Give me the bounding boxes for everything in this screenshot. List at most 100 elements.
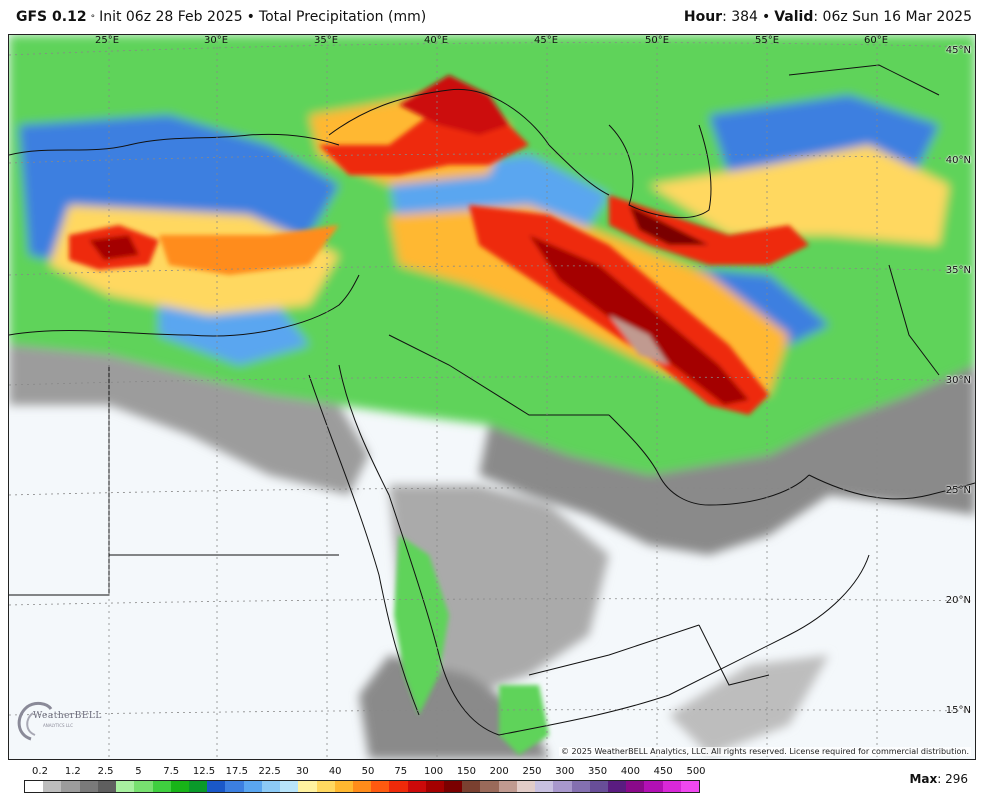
coast-caspian: [608, 124, 712, 219]
lon-label-50e: 50°E: [645, 35, 670, 46]
coast-caspian-w: [548, 144, 610, 196]
header-separator: •: [246, 9, 255, 25]
coast-makran: [808, 474, 975, 500]
legend-swatch: [553, 781, 572, 792]
max-value-box: Max: 296: [909, 772, 968, 786]
legend-tick-label: 7.5: [163, 766, 180, 777]
legend-swatch: [535, 781, 554, 792]
lon-label-30e: 30°E: [204, 35, 229, 46]
border-saudi-north: [388, 334, 609, 416]
lat-label-25n: 25°N: [945, 485, 971, 496]
legend-tick-label: 100: [424, 766, 444, 777]
lon-label-40e: 40°E: [424, 35, 449, 46]
legend-swatch: [225, 781, 244, 792]
legend-swatch: [261, 781, 281, 792]
precip-heavy: [69, 75, 809, 755]
border-saudi-yemen: [528, 624, 700, 676]
legend-tick-label: 22.5: [258, 766, 281, 777]
legend-swatch: [170, 781, 189, 792]
border-kazakh: [788, 64, 940, 96]
coast-persian-gulf: [608, 414, 810, 506]
legend-swatch: [389, 781, 408, 792]
legend-swatch: [61, 781, 80, 792]
lat-label-20n: 20°N: [945, 595, 971, 606]
legend-tick-label: 50: [361, 766, 375, 777]
legend-swatch: [188, 781, 208, 792]
legend-swatch: [79, 781, 98, 792]
legend-labels: 0.2 1.2 2.5 5 7.5 12.5 17.5 22.5 30 40 50 75 100 150 2…: [24, 766, 706, 778]
legend-swatch: [298, 781, 317, 792]
model-degree: °: [90, 14, 96, 24]
lat-label-45n: 45°N: [945, 45, 971, 56]
legend-tick-label: 17.5: [225, 766, 248, 777]
max-value: : 296: [937, 772, 968, 786]
legend-tick-label: 75: [394, 766, 408, 777]
logo-swirl-icon: [17, 701, 53, 741]
legend-swatch: [207, 781, 226, 792]
lat-label-35n: 35°N: [945, 265, 971, 276]
legend-tick-label: 5: [135, 766, 142, 777]
precipitation-map[interactable]: 25°E 30°E 35°E 40°E 45°E 50°E 55°E 60°E …: [8, 34, 976, 760]
hour-label: Hour: [683, 9, 723, 25]
legend-tick-label: 300: [555, 766, 575, 777]
legend-swatch: [97, 781, 117, 792]
legend-tick-label: 0.2: [32, 766, 48, 777]
legend-swatch: [662, 781, 681, 792]
legend-tick-label: 12.5: [192, 766, 216, 777]
header-right: Hour: 384 • Valid: 06z Sun 16 Mar 2025: [684, 9, 972, 25]
legend-tick-label: 200: [489, 766, 509, 777]
legend-swatch: [462, 781, 481, 792]
hour-value: : 384: [722, 9, 758, 25]
legend-tick-label: 2.5: [97, 766, 114, 777]
legend-swatch: [352, 781, 372, 792]
lat-label-30n: 30°N: [945, 375, 971, 386]
legend-colorbar: [24, 780, 700, 793]
lon-label-25e: 25°E: [95, 35, 120, 46]
border-yemen-oman: [698, 624, 770, 686]
model-name: GFS 0.12: [16, 9, 87, 25]
valid-value: : 06z Sun 16 Mar 2025: [813, 9, 972, 25]
lat-label-15n: 15°N: [945, 705, 971, 716]
coast-black-sea: [328, 88, 550, 146]
legend-swatch: [334, 781, 353, 792]
legend-swatch: [407, 781, 426, 792]
map-canvas: [9, 35, 975, 759]
graticule: [9, 35, 975, 759]
legend-swatch: [626, 781, 645, 792]
coast-red-sea-east: [338, 364, 500, 736]
legend-swatch: [425, 781, 445, 792]
legend-swatch: [371, 781, 390, 792]
legend-tick-label: 30: [296, 766, 309, 777]
legend-tick-label: 250: [522, 766, 542, 777]
border-iran-afghan: [888, 264, 940, 376]
coast-arabian-sea: [498, 554, 870, 736]
init-time: Init 06z 28 Feb 2025: [99, 9, 243, 25]
precip-legend: 0.2 1.2 2.5 5 7.5 12.5 17.5 22.5 30 40 50 75 100 150 2…: [24, 766, 706, 796]
lon-label-60e: 60°E: [864, 35, 889, 46]
legend-swatch: [480, 781, 499, 792]
legend-swatch: [589, 781, 608, 792]
legend-swatch: [116, 781, 135, 792]
logo-subtext: ANALYTICS LLC: [43, 723, 74, 728]
weatherbell-logo: WeatherBELL ANALYTICS LLC: [13, 699, 105, 745]
legend-swatch: [608, 781, 627, 792]
max-label: Max: [909, 772, 938, 786]
header-left: GFS 0.12 ° Init 06z 28 Feb 2025 • Total P…: [16, 9, 426, 25]
legend-swatch: [280, 781, 299, 792]
lon-label-55e: 55°E: [755, 35, 780, 46]
legend-tick-label: 450: [653, 766, 673, 777]
coast-red-sea-west: [308, 374, 420, 716]
legend-swatch: [498, 781, 517, 792]
legend-swatch: [571, 781, 590, 792]
lat-label-40n: 40°N: [945, 155, 971, 166]
legend-swatch: [444, 781, 463, 792]
copyright-notice: © 2025 WeatherBELL Analytics, LLC. All r…: [559, 747, 971, 756]
product-name: Total Precipitation (mm): [258, 9, 427, 25]
valid-label: Valid: [774, 9, 814, 25]
legend-tick-label: 1.2: [64, 766, 81, 777]
legend-swatch: [644, 781, 663, 792]
legend-tick-label: 500: [686, 766, 706, 777]
lon-label-35e: 35°E: [314, 35, 339, 46]
legend-swatch: [316, 781, 335, 792]
